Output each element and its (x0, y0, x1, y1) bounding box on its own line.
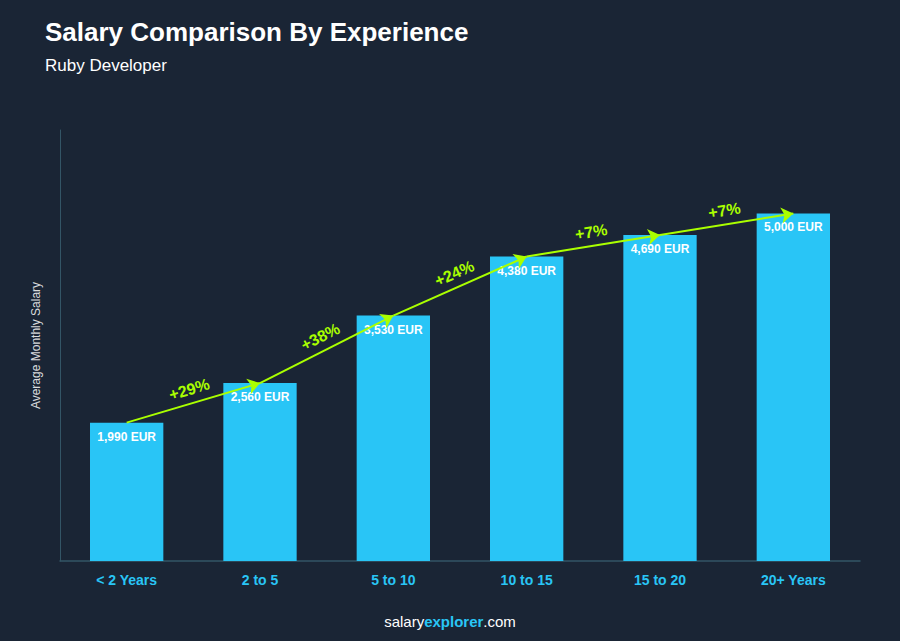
svg-text:< 2 Years: < 2 Years (96, 572, 157, 588)
svg-text:.com: .com (483, 613, 516, 630)
svg-text:15 to 20: 15 to 20 (634, 572, 686, 588)
svg-text:Ruby Developer: Ruby Developer (45, 56, 167, 75)
svg-text:+7%: +7% (707, 199, 742, 221)
svg-text:5 to 10: 5 to 10 (371, 572, 416, 588)
svg-text:4,380 EUR: 4,380 EUR (497, 263, 556, 278)
svg-text:2 to 5: 2 to 5 (242, 572, 279, 588)
svg-text:1,990 EUR: 1,990 EUR (97, 430, 156, 444)
svg-text:+29%: +29% (167, 375, 212, 403)
svg-text:10 to 15: 10 to 15 (501, 572, 553, 588)
svg-text:3,530 EUR: 3,530 EUR (364, 323, 423, 337)
svg-text:+38%: +38% (298, 320, 343, 354)
svg-text:5,000 EUR: 5,000 EUR (764, 220, 823, 234)
svg-text:+7%: +7% (574, 221, 609, 243)
svg-text:20+ Years: 20+ Years (761, 572, 826, 588)
svg-text:Salary Comparison By Experienc: Salary Comparison By Experience (45, 17, 468, 47)
svg-text:4,690 EUR: 4,690 EUR (631, 242, 690, 256)
svg-text:+24%: +24% (432, 257, 477, 289)
svg-text:Average Monthly Salary: Average Monthly Salary (29, 282, 43, 409)
svg-text:2,560 EUR: 2,560 EUR (231, 390, 290, 404)
svg-text:salary: salary (384, 613, 425, 630)
svg-text:explorer: explorer (424, 613, 483, 630)
